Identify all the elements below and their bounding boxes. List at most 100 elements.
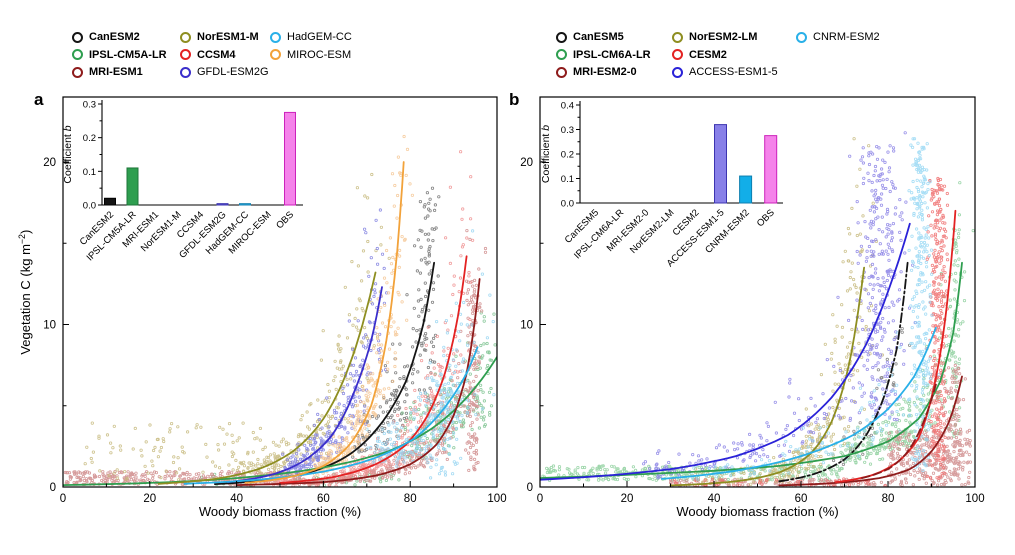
scatter-point (162, 439, 166, 444)
scatter-point (460, 360, 465, 364)
scatter-point (428, 361, 432, 365)
scatter-point (855, 184, 859, 188)
scatter-point (432, 227, 436, 231)
scatter-point (891, 382, 895, 387)
scatter-point (401, 448, 406, 452)
scatter-point (712, 464, 716, 469)
scatter-point (478, 302, 482, 306)
scatter-point (776, 481, 781, 485)
scatter-point (308, 442, 313, 446)
scatter-point (380, 447, 385, 451)
scatter-point (545, 466, 549, 470)
scatter-point (552, 468, 556, 472)
scatter-point (443, 470, 447, 474)
scatter-point (952, 431, 957, 435)
scatter-point (471, 408, 475, 412)
scatter-point (343, 285, 347, 289)
scatter-point (385, 360, 390, 364)
scatter-point (667, 460, 671, 465)
scatter-point (901, 406, 905, 410)
scatter-point (858, 421, 862, 425)
scatter-point (378, 208, 382, 212)
scatter-point (452, 352, 456, 356)
scatter-point (480, 272, 484, 276)
scatter-point (905, 444, 909, 448)
scatter-point (958, 427, 963, 431)
scatter-point (856, 483, 860, 487)
scatter-point (395, 461, 399, 465)
scatter-point (342, 403, 346, 408)
scatter-point (948, 305, 952, 309)
scatter-point (356, 319, 360, 323)
scatter-point (849, 399, 854, 403)
scatter-point (967, 441, 972, 445)
scatter-point (963, 377, 967, 381)
scatter-point (937, 408, 941, 412)
scatter-point (66, 471, 70, 475)
scatter-point (350, 259, 354, 264)
scatter-point (126, 470, 130, 474)
scatter-point (317, 454, 321, 458)
scatter-point (840, 452, 845, 456)
scatter-point (396, 326, 400, 330)
scatter-point (912, 446, 916, 450)
scatter-point (446, 368, 450, 372)
scatter-point (953, 355, 957, 359)
scatter-point (951, 472, 955, 476)
scatter-point (369, 348, 373, 353)
scatter-point (710, 475, 715, 480)
scatter-point (443, 450, 447, 454)
scatter-point (266, 467, 271, 471)
scatter-point (423, 216, 427, 220)
scatter-point (962, 460, 966, 464)
scatter-point (938, 323, 942, 327)
scatter-point (932, 255, 937, 259)
scatter-point (867, 437, 871, 441)
scatter-point (942, 400, 947, 404)
scatter-point (881, 437, 886, 441)
scatter-point (351, 403, 355, 407)
scatter-point (355, 403, 360, 407)
scatter-point (296, 434, 300, 439)
scatter-point (476, 389, 480, 393)
scatter-point (479, 415, 483, 419)
scatter-point (890, 422, 895, 426)
scatter-point (948, 410, 952, 414)
scatter-point (431, 336, 436, 340)
scatter-point (366, 390, 370, 394)
scatter-point (378, 476, 382, 480)
scatter-point (265, 455, 269, 459)
scatter-point (832, 364, 836, 368)
scatter-point (838, 416, 843, 420)
scatter-point (391, 421, 395, 425)
scatter-point (417, 407, 421, 412)
scatter-point (382, 387, 386, 391)
scatter-point (940, 311, 944, 315)
scatter-point (178, 474, 182, 478)
scatter-point (361, 344, 366, 348)
scatter-point (788, 377, 792, 381)
scatter-point (449, 314, 454, 318)
scatter-point (935, 200, 939, 204)
scatter-point (891, 146, 896, 150)
scatter-point (425, 457, 429, 461)
scatter-point (932, 226, 936, 230)
scatter-point (922, 477, 926, 481)
scatter-point (843, 460, 848, 464)
scatter-point (776, 443, 781, 448)
scatter-point (896, 413, 901, 417)
scatter-point (833, 337, 837, 341)
scatter-point (429, 371, 433, 375)
scatter-point (876, 282, 880, 286)
scatter-point (887, 453, 891, 457)
scatter-point (427, 308, 431, 312)
scatter-point (299, 418, 303, 422)
scatter-point (770, 476, 774, 480)
scatter-point (869, 304, 874, 308)
scatter-point (395, 434, 399, 438)
scatter-point (960, 483, 964, 487)
scatter-point (345, 377, 349, 381)
scatter-point (488, 413, 492, 417)
scatter-point (828, 468, 833, 472)
scatter-point (305, 410, 309, 414)
